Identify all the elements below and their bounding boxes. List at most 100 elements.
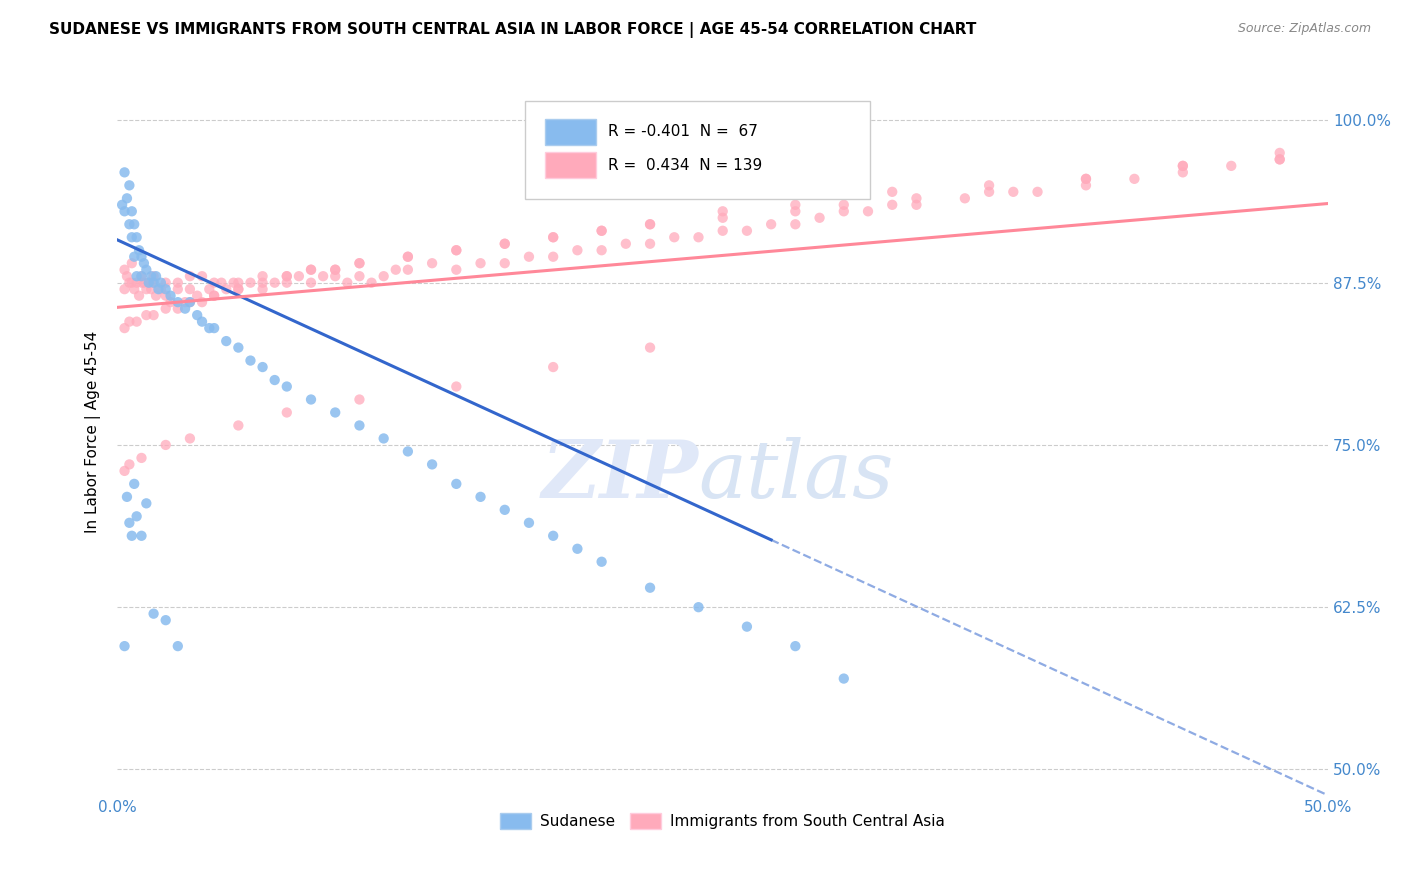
Point	[115, 269, 138, 284]
Point	[905, 198, 928, 212]
Point	[446, 476, 468, 491]
Point	[1171, 159, 1194, 173]
Point	[299, 392, 322, 407]
Point	[905, 191, 928, 205]
Point	[288, 269, 311, 284]
Point	[373, 432, 395, 446]
Point	[832, 198, 855, 212]
Point	[349, 269, 371, 284]
Point	[396, 250, 419, 264]
Point	[228, 276, 250, 290]
Point	[759, 217, 782, 231]
Point	[312, 269, 335, 284]
Text: atlas: atlas	[699, 437, 894, 515]
Point	[252, 282, 274, 296]
Point	[174, 295, 197, 310]
Point	[125, 269, 148, 284]
Point	[664, 230, 686, 244]
Point	[131, 450, 153, 465]
Point	[591, 224, 613, 238]
FancyBboxPatch shape	[526, 101, 870, 199]
Point	[111, 198, 134, 212]
Point	[323, 269, 346, 284]
Point	[155, 613, 177, 627]
Point	[276, 276, 298, 290]
Point	[121, 529, 143, 543]
Point	[118, 178, 141, 193]
Point	[159, 295, 181, 310]
Point	[263, 276, 285, 290]
Point	[145, 269, 167, 284]
Point	[276, 379, 298, 393]
Point	[186, 288, 208, 302]
Point	[638, 217, 661, 231]
Point	[215, 334, 238, 348]
Text: SUDANESE VS IMMIGRANTS FROM SOUTH CENTRAL ASIA IN LABOR FORCE | AGE 45-54 CORREL: SUDANESE VS IMMIGRANTS FROM SOUTH CENTRA…	[49, 22, 977, 38]
Point	[125, 276, 148, 290]
Point	[349, 256, 371, 270]
Point	[808, 211, 831, 225]
Point	[122, 250, 145, 264]
Point	[1220, 159, 1243, 173]
Point	[735, 224, 758, 238]
Point	[131, 529, 153, 543]
Point	[832, 672, 855, 686]
Point	[209, 276, 232, 290]
Point	[121, 230, 143, 244]
Point	[114, 639, 136, 653]
Point	[118, 276, 141, 290]
Point	[336, 276, 359, 290]
Point	[1074, 172, 1097, 186]
Point	[122, 217, 145, 231]
Point	[228, 282, 250, 296]
Text: ZIP: ZIP	[541, 437, 699, 515]
Point	[785, 217, 807, 231]
Point	[155, 438, 177, 452]
Point	[135, 262, 157, 277]
Point	[446, 244, 468, 258]
Point	[118, 516, 141, 530]
Point	[155, 276, 177, 290]
Point	[1002, 185, 1025, 199]
Point	[517, 516, 540, 530]
Point	[166, 276, 188, 290]
Point	[122, 282, 145, 296]
Point	[567, 541, 589, 556]
Point	[138, 276, 160, 290]
Point	[1268, 153, 1291, 167]
Point	[128, 244, 150, 258]
Point	[228, 341, 250, 355]
Point	[125, 509, 148, 524]
Point	[115, 490, 138, 504]
Point	[688, 600, 710, 615]
Point	[114, 165, 136, 179]
Point	[179, 432, 201, 446]
Point	[276, 269, 298, 284]
Point	[614, 236, 637, 251]
Point	[323, 262, 346, 277]
Point	[785, 639, 807, 653]
Point	[131, 250, 153, 264]
Point	[396, 262, 419, 277]
Point	[711, 204, 734, 219]
Point	[711, 211, 734, 225]
Point	[118, 458, 141, 472]
Point	[470, 490, 492, 504]
FancyBboxPatch shape	[544, 153, 596, 178]
Point	[977, 185, 1000, 199]
Point	[148, 282, 170, 296]
Point	[131, 269, 153, 284]
Point	[142, 276, 165, 290]
Point	[121, 204, 143, 219]
Point	[202, 288, 225, 302]
Point	[125, 230, 148, 244]
FancyBboxPatch shape	[544, 119, 596, 145]
Point	[396, 250, 419, 264]
Point	[159, 288, 181, 302]
Point	[131, 269, 153, 284]
Point	[638, 217, 661, 231]
Point	[135, 496, 157, 510]
Point	[263, 373, 285, 387]
Point	[541, 230, 564, 244]
Legend: Sudanese, Immigrants from South Central Asia: Sudanese, Immigrants from South Central …	[495, 806, 952, 835]
